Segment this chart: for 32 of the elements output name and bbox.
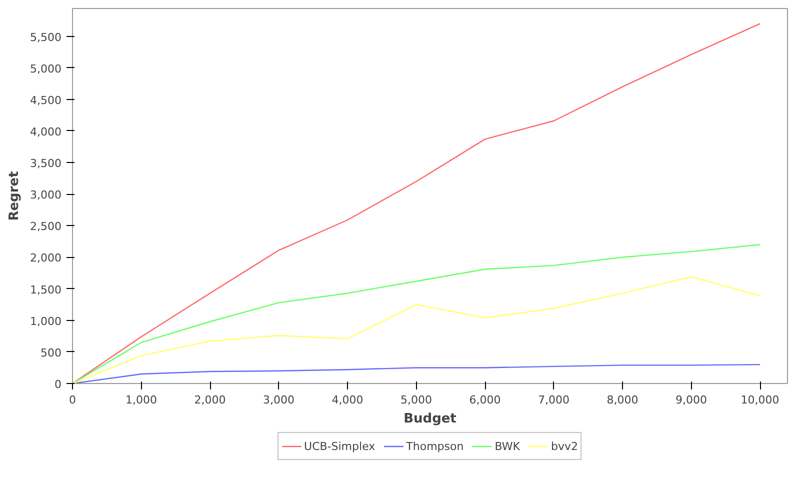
line-series xyxy=(72,244,761,384)
y-tick-label: 3,000 xyxy=(30,188,62,202)
x-tick-label: 10,000 xyxy=(740,394,780,406)
y-tick-label: 4,500 xyxy=(30,94,62,107)
x-tick-label: 0 xyxy=(69,394,76,406)
x-tick-label: 9,000 xyxy=(676,394,708,406)
legend-label: bvv2 xyxy=(550,440,578,452)
x-tick-label: 3,000 xyxy=(263,394,295,406)
line-series xyxy=(72,23,761,384)
legend-label: UCB-Simplex xyxy=(304,440,376,452)
y-tick-label: 0 xyxy=(54,378,62,391)
x-tick-label: 4,000 xyxy=(332,394,364,406)
x-tick-label: 6,000 xyxy=(469,394,501,406)
x-axis-title: Budget xyxy=(404,412,456,426)
y-tick-label: 2,000 xyxy=(30,252,62,265)
x-tick-label: 5,000 xyxy=(400,394,432,406)
y-tick-label: 5,000 xyxy=(30,62,62,76)
x-tick-label: 8,000 xyxy=(606,394,638,406)
x-tick-label: 1,000 xyxy=(126,394,158,406)
y-tick-label: 2,500 xyxy=(30,220,62,234)
legend-label: BWK xyxy=(494,440,520,452)
y-tick-label: 1,500 xyxy=(30,283,62,296)
y-tick-label: 5,500 xyxy=(30,30,62,44)
x-tick-label: 2,000 xyxy=(194,394,226,406)
legend-label: Thompson xyxy=(406,440,464,452)
y-axis-title: Regret xyxy=(7,171,22,221)
line-series xyxy=(72,276,761,384)
y-tick-label: 3,500 xyxy=(30,157,62,170)
y-tick-label: 4,000 xyxy=(30,125,62,138)
x-tick-label: 7,000 xyxy=(538,394,570,406)
y-tick-label: 1,000 xyxy=(30,314,62,328)
y-tick-label: 500 xyxy=(40,346,62,360)
